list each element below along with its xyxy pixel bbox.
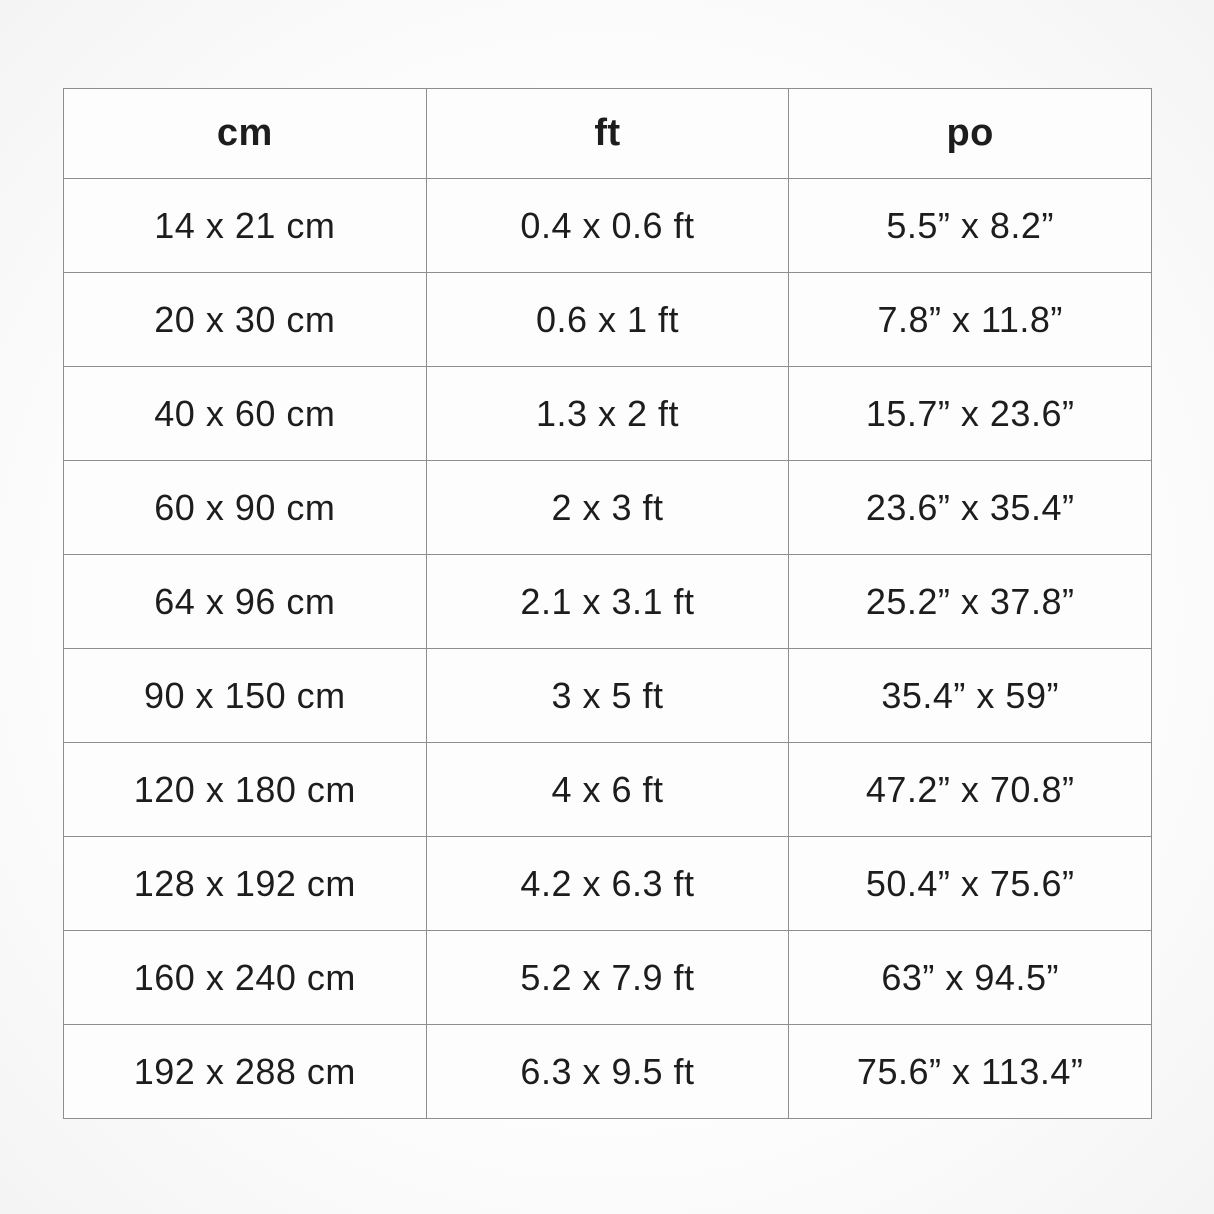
table-row: 90 x 150 cm 3 x 5 ft 35.4” x 59” [63,648,1152,743]
column-header-cm: cm [63,88,427,179]
table-cell: 64 x 96 cm [63,554,427,649]
table-row: 128 x 192 cm 4.2 x 6.3 ft 50.4” x 75.6” [63,836,1152,931]
table-row: 40 x 60 cm 1.3 x 2 ft 15.7” x 23.6” [63,366,1152,461]
table-header-row: cm ft po [63,88,1152,179]
table-cell: 90 x 150 cm [63,648,427,743]
size-conversion-table: cm ft po 14 x 21 cm 0.4 x 0.6 ft 5.5” x 8.… [63,88,1152,1119]
table-cell: 60 x 90 cm [63,460,427,555]
table-cell: 2 x 3 ft [425,460,790,555]
table-cell: 63” x 94.5” [788,930,1152,1025]
table-cell: 47.2” x 70.8” [788,742,1152,837]
table-cell: 7.8” x 11.8” [788,272,1152,367]
table-cell: 40 x 60 cm [63,366,427,461]
table-cell: 23.6” x 35.4” [788,460,1152,555]
table-cell: 6.3 x 9.5 ft [425,1024,790,1119]
table-cell: 35.4” x 59” [788,648,1152,743]
table-cell: 50.4” x 75.6” [788,836,1152,931]
table-row: 14 x 21 cm 0.4 x 0.6 ft 5.5” x 8.2” [63,178,1152,273]
column-header-po: po [788,88,1152,179]
table-cell: 15.7” x 23.6” [788,366,1152,461]
table-cell: 3 x 5 ft [425,648,790,743]
table-cell: 25.2” x 37.8” [788,554,1152,649]
table-cell: 0.6 x 1 ft [425,272,790,367]
table-cell: 5.5” x 8.2” [788,178,1152,273]
column-header-ft: ft [425,88,790,179]
table-row: 192 x 288 cm 6.3 x 9.5 ft 75.6” x 113.4” [63,1024,1152,1119]
table-cell: 160 x 240 cm [63,930,427,1025]
table-cell: 14 x 21 cm [63,178,427,273]
table-cell: 4.2 x 6.3 ft [425,836,790,931]
table-cell: 75.6” x 113.4” [788,1024,1152,1119]
table-cell: 5.2 x 7.9 ft [425,930,790,1025]
table-cell: 120 x 180 cm [63,742,427,837]
table-cell: 0.4 x 0.6 ft [425,178,790,273]
table-row: 160 x 240 cm 5.2 x 7.9 ft 63” x 94.5” [63,930,1152,1025]
table-cell: 4 x 6 ft [425,742,790,837]
table-row: 20 x 30 cm 0.6 x 1 ft 7.8” x 11.8” [63,272,1152,367]
table-cell: 2.1 x 3.1 ft [425,554,790,649]
table-row: 120 x 180 cm 4 x 6 ft 47.2” x 70.8” [63,742,1152,837]
table-row: 64 x 96 cm 2.1 x 3.1 ft 25.2” x 37.8” [63,554,1152,649]
table-body: 14 x 21 cm 0.4 x 0.6 ft 5.5” x 8.2” 20 x 30… [63,178,1152,1119]
table-cell: 192 x 288 cm [63,1024,427,1119]
table-cell: 20 x 30 cm [63,272,427,367]
table-cell: 128 x 192 cm [63,836,427,931]
table-cell: 1.3 x 2 ft [425,366,790,461]
table-row: 60 x 90 cm 2 x 3 ft 23.6” x 35.4” [63,460,1152,555]
